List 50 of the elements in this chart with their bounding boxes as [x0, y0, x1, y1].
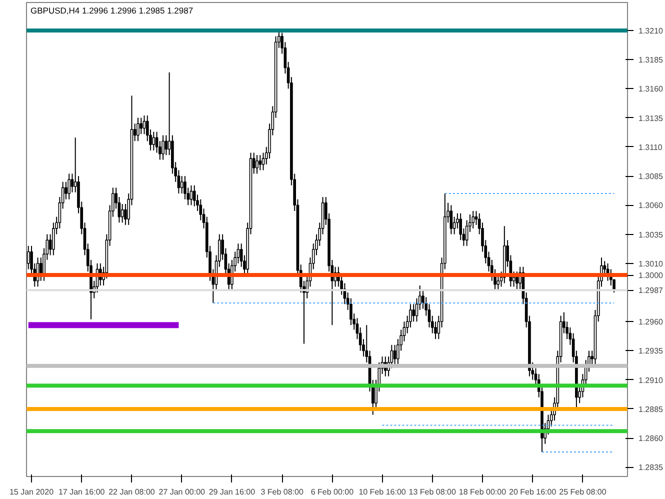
candlestick — [393, 344, 396, 366]
candlestick — [258, 154, 262, 171]
x-tick-label: 10 Feb 16:00 — [358, 488, 406, 496]
candlestick — [124, 203, 127, 226]
y-tick-label: 1.3160 — [638, 84, 664, 94]
ref-line-label: 1.3000 — [638, 271, 664, 280]
y-tick-label: 1.3210 — [638, 26, 664, 36]
candlestick — [136, 117, 140, 142]
candlestick — [120, 203, 124, 224]
y-tick-label: 1.3035 — [638, 230, 664, 240]
x-tick-label: 13 Feb 08:00 — [408, 488, 457, 496]
chart-title: GBPUSD,H4 1.2996 1.2996 1.2985 1.2987 — [30, 6, 194, 16]
x-tick-label: 25 Feb 08:00 — [559, 488, 607, 496]
y-tick-label: 1.2835 — [638, 463, 664, 472]
candlestick — [26, 245, 30, 270]
candlestick — [496, 274, 500, 291]
ref-line-label: 1.2987 — [638, 286, 664, 296]
y-tick-label: 1.2910 — [638, 376, 664, 385]
y-tick-label: 1.3085 — [638, 172, 664, 182]
x-tick-label: 29 Jan 16:00 — [208, 488, 256, 496]
y-tick-label: 1.2860 — [638, 434, 664, 444]
candlestick — [472, 210, 475, 229]
candlestick — [450, 204, 453, 235]
x-tick-label: 3 Feb 08:00 — [260, 488, 304, 496]
y-tick-label: 1.3010 — [638, 259, 664, 268]
y-tick-label: 1.2960 — [638, 318, 664, 327]
x-tick-label: 15 Jan 2020 — [9, 488, 54, 496]
y-tick-label: 1.3185 — [638, 56, 664, 65]
candlestick — [64, 181, 68, 200]
y-tick-label: 1.3135 — [638, 114, 664, 123]
x-tick-label: 20 Feb 16:00 — [509, 488, 557, 496]
y-tick-label: 1.2935 — [638, 346, 664, 356]
candlestick — [152, 131, 156, 151]
candlestick — [412, 304, 416, 322]
x-tick-label: 22 Jan 08:00 — [108, 488, 156, 496]
candlestick — [256, 154, 258, 174]
candlestick — [192, 184, 196, 207]
y-tick-label: 1.3060 — [638, 201, 664, 210]
x-tick-label: 27 Jan 00:00 — [158, 488, 206, 496]
candlestick — [162, 134, 164, 160]
y-tick-label: 1.3110 — [638, 142, 663, 152]
candlestick — [140, 117, 143, 135]
candlestick — [164, 134, 168, 156]
candlestick — [68, 173, 71, 200]
ref-line-label: 1.2885 — [638, 404, 664, 414]
x-tick-label: 17 Jan 16:00 — [58, 488, 106, 496]
candlestick — [516, 271, 518, 290]
x-tick-label: 18 Feb 00:00 — [458, 488, 507, 496]
x-tick-label: 6 Feb 00:00 — [310, 488, 354, 496]
candlestick — [180, 176, 184, 194]
